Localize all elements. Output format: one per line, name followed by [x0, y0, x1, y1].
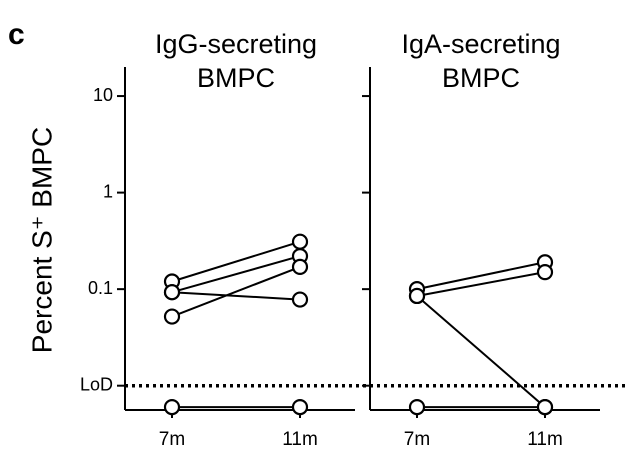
x-tick-label: 7m [159, 429, 185, 450]
x-tick-label: 7m [404, 429, 430, 450]
panel-title: BMPC [197, 63, 275, 93]
panel-label: c [8, 18, 25, 51]
y-tick-label: 0.1 [88, 278, 113, 298]
data-point [536, 399, 554, 416]
y-axis-label: Percent S⁺ BMPC [26, 127, 57, 353]
panel-title: IgA-secreting [401, 29, 560, 59]
x-tick-label: 11m [527, 429, 563, 450]
data-point [291, 291, 309, 308]
series-line [171, 265, 301, 318]
y-tick-label: 10 [93, 85, 113, 105]
series-line [416, 261, 546, 291]
series-line [171, 291, 301, 301]
series-line [171, 240, 301, 283]
series-line [416, 271, 546, 297]
data-point [291, 399, 309, 416]
panel-title: IgG-secreting [155, 29, 317, 59]
panel-title: BMPC [442, 63, 520, 93]
data-point [291, 258, 309, 275]
data-point [163, 284, 181, 301]
data-point [408, 287, 426, 305]
data-point [536, 264, 554, 281]
data-point [408, 399, 426, 416]
series-line [416, 295, 546, 408]
data-point [163, 399, 181, 416]
data-point [163, 308, 181, 325]
data-point [291, 233, 309, 250]
y-tick-label: LoD [80, 374, 113, 394]
series-line [171, 255, 301, 294]
y-tick-label: 1 [103, 181, 113, 201]
x-tick-label: 11m [282, 429, 318, 450]
